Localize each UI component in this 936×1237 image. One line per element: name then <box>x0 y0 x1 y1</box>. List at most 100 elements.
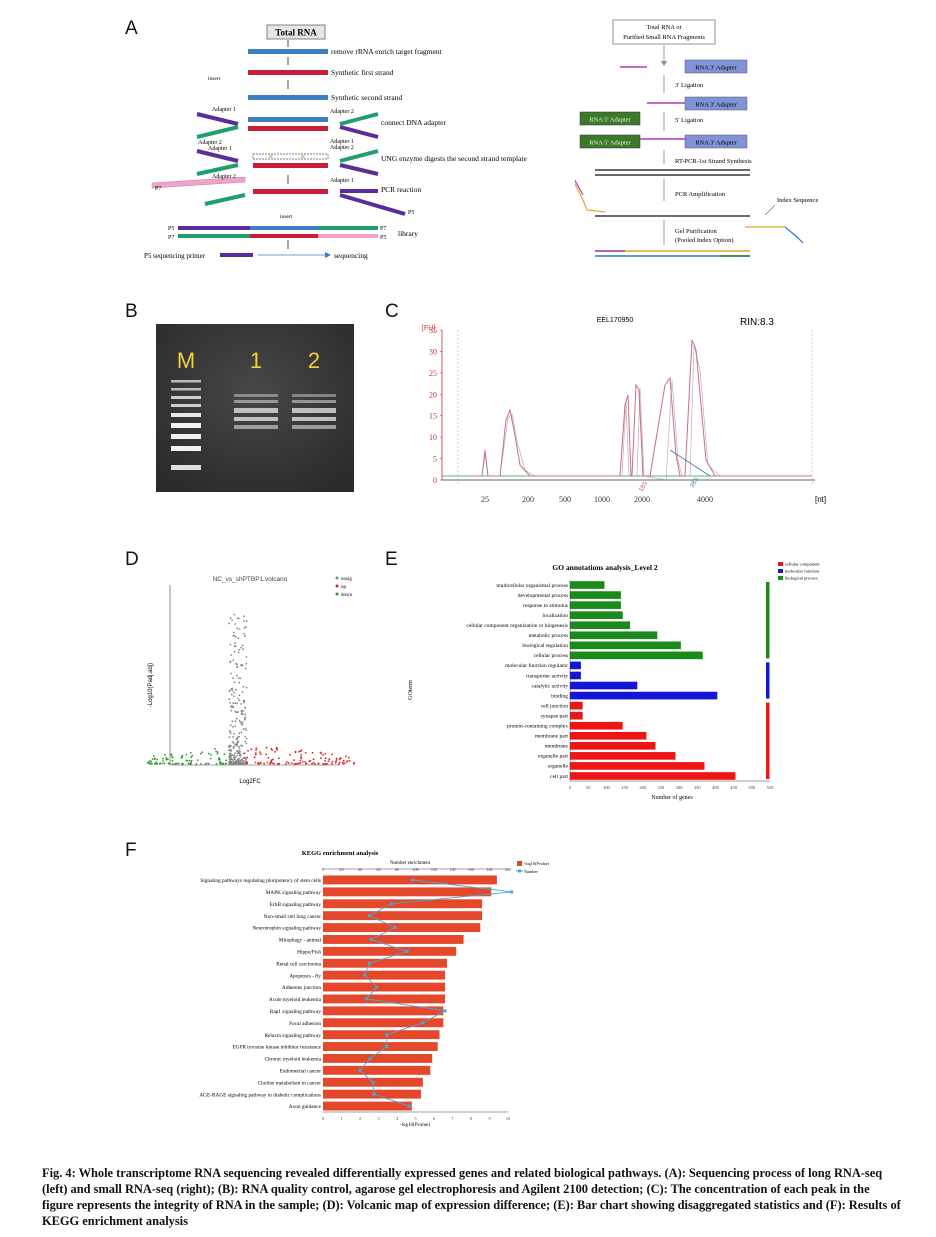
volcano-point <box>243 752 246 755</box>
kegg-number-point <box>407 1104 411 1108</box>
volcano-point <box>181 755 183 758</box>
go-bar <box>570 731 647 740</box>
volcano-ylabel: -Log10(Padj.adj) <box>148 663 154 707</box>
volcano-point <box>335 760 337 763</box>
go-term-label: organelle <box>548 764 569 770</box>
legend-nosig: nosig <box>341 577 352 582</box>
volcano-point <box>236 617 239 620</box>
volcano-point <box>287 762 290 765</box>
volcano-point <box>236 763 239 765</box>
marker-lane <box>171 380 201 470</box>
go-term-label: localization <box>542 613 568 619</box>
go-term-label: organelle part <box>538 754 569 760</box>
volcano-point <box>298 762 300 765</box>
volcano-point <box>278 762 280 765</box>
volcano-point <box>244 718 246 721</box>
go-term-label: transporter activity <box>526 673 568 679</box>
volcano-point <box>238 648 241 651</box>
volcano-point <box>239 753 242 756</box>
volcano-point <box>234 743 236 745</box>
go-bar <box>570 671 581 680</box>
volcano-point <box>238 699 241 702</box>
kegg-bar <box>323 946 457 956</box>
kegg-top-tick: 40 <box>358 867 362 872</box>
volcano-point <box>317 762 320 765</box>
step-6: PCR reaction <box>381 185 421 194</box>
y-tick-5: 5 <box>433 455 437 464</box>
volcano-point <box>301 761 304 763</box>
kegg-bar <box>323 1054 433 1063</box>
volcano-point <box>245 742 248 745</box>
volcano-point <box>195 763 198 765</box>
kegg-bar <box>323 1089 421 1099</box>
kegg-number-point <box>371 1080 375 1084</box>
volcano-point <box>245 729 248 731</box>
volcano-point <box>300 749 303 752</box>
kegg-tick: 4 <box>396 1116 399 1121</box>
volcano-point <box>241 691 244 694</box>
go-title: GO annotations analysis_Level 2 <box>552 563 657 572</box>
gel-label: Gel Purification <box>675 228 717 235</box>
kegg-number-point <box>367 961 371 965</box>
go-bar <box>570 591 621 599</box>
rna-strand <box>248 49 328 54</box>
volcano-point <box>204 763 207 765</box>
kegg-number-point <box>369 938 373 941</box>
adapter1-a: Adapter 1 <box>212 107 236 113</box>
volcano-point <box>327 760 330 762</box>
volcano-point <box>229 732 232 735</box>
go-bars: multicellular organismal process developm… <box>466 580 770 782</box>
go-bar <box>570 721 623 730</box>
go-legend-item: biological process <box>785 576 818 581</box>
volcano-points <box>146 613 355 765</box>
volcano-point <box>162 760 165 762</box>
go-bar <box>570 691 718 700</box>
volcano-point <box>159 762 162 765</box>
y-tick-0: 0 <box>433 476 437 485</box>
volcano-point <box>185 753 188 756</box>
kegg-bar <box>323 958 447 968</box>
volcano-point <box>191 754 194 757</box>
kegg-number-point <box>372 1092 376 1096</box>
go-legend-item: molecular function <box>785 569 820 574</box>
kegg-bar <box>323 1042 438 1051</box>
volcano-point <box>254 761 257 764</box>
volcano-point <box>233 681 236 684</box>
panel-label-f: F <box>125 840 137 861</box>
volcano-point <box>189 763 192 765</box>
volcano-point <box>156 758 159 761</box>
volcano-point <box>312 758 315 760</box>
volcano-point <box>235 636 237 638</box>
pooled-label: (Pooled Index Option) <box>675 237 734 244</box>
volcano-point <box>162 757 165 760</box>
kegg-tick: 2 <box>359 1116 361 1121</box>
volcano-point <box>324 760 327 762</box>
volcano-point <box>190 761 193 764</box>
volcano-point <box>243 632 245 635</box>
volcano-point <box>174 763 177 765</box>
kegg-number-point <box>375 985 379 989</box>
volcano-point <box>188 759 191 762</box>
kegg-top-tick: 200 <box>505 867 511 872</box>
volcano-point <box>300 753 303 756</box>
volcano-point <box>237 751 240 754</box>
volcano-point <box>320 757 322 760</box>
total-rna-box <box>266 24 326 40</box>
volcano-point <box>219 762 222 765</box>
volcano-point <box>335 759 338 761</box>
kegg-bar <box>323 875 497 885</box>
volcano-point <box>161 762 164 765</box>
index-label: Index Sequence <box>777 197 818 204</box>
kegg-number-point <box>405 949 409 953</box>
volcano-point <box>177 762 180 765</box>
volcano-point <box>164 754 166 756</box>
lane-1-label: 1 <box>250 348 262 373</box>
volcano-point <box>237 637 240 640</box>
go-term-label: multicellular organismal process <box>496 583 568 589</box>
input-line-2: Purified Small RNA Fragments <box>623 34 705 41</box>
p5-c: P5 <box>380 235 386 241</box>
volcano-point <box>339 757 342 760</box>
volcano-point <box>255 749 257 751</box>
kegg-term-label: Rap1 signaling pathway <box>270 1009 322 1015</box>
volcano-point <box>241 644 244 647</box>
